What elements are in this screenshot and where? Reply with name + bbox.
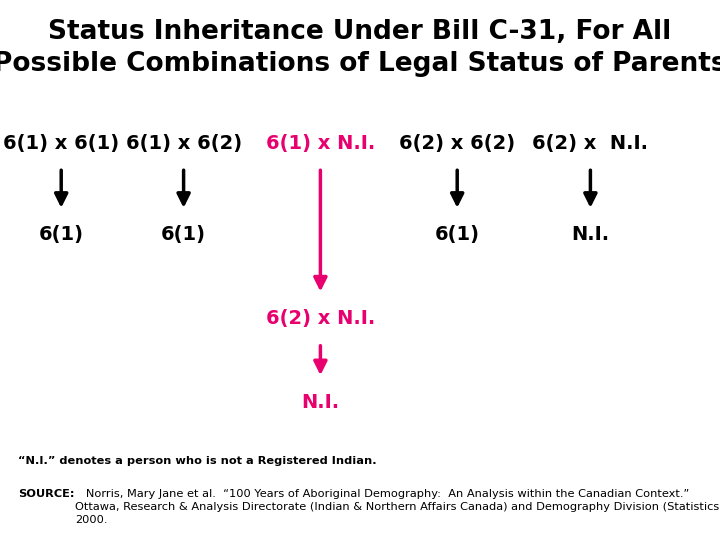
Text: Norris, Mary Jane et al.  “100 Years of Aboriginal Demography:  An Analysis with: Norris, Mary Jane et al. “100 Years of A… bbox=[75, 489, 720, 525]
Text: SOURCE:: SOURCE: bbox=[18, 489, 74, 499]
Text: 6(1): 6(1) bbox=[435, 225, 480, 245]
Text: “N.I.” denotes a person who is not a Registered Indian.: “N.I.” denotes a person who is not a Reg… bbox=[18, 456, 377, 467]
Text: 6(2) x 6(2): 6(2) x 6(2) bbox=[399, 133, 516, 153]
Text: 6(1) x 6(1): 6(1) x 6(1) bbox=[3, 133, 120, 153]
Text: Status Inheritance Under Bill C-31, For All: Status Inheritance Under Bill C-31, For … bbox=[48, 19, 672, 45]
Text: 6(1) x N.I.: 6(1) x N.I. bbox=[266, 133, 375, 153]
Text: 6(1) x 6(2): 6(1) x 6(2) bbox=[125, 133, 242, 153]
Text: Possible Combinations of Legal Status of Parents: Possible Combinations of Legal Status of… bbox=[0, 51, 720, 77]
Text: 6(2) x  N.I.: 6(2) x N.I. bbox=[532, 133, 649, 153]
Text: N.I.: N.I. bbox=[302, 393, 339, 412]
Text: 6(1): 6(1) bbox=[161, 225, 206, 245]
Text: 6(1): 6(1) bbox=[39, 225, 84, 245]
Text: 6(2) x N.I.: 6(2) x N.I. bbox=[266, 309, 375, 328]
Text: N.I.: N.I. bbox=[572, 225, 609, 245]
